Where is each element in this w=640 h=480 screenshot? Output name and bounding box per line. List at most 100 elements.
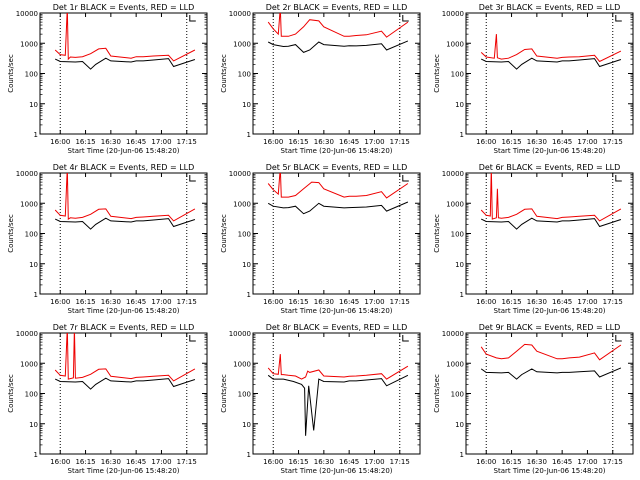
panel-title: Det 7r BLACK = Events, RED = LLD [53, 323, 195, 332]
bracket-glyph [402, 335, 409, 342]
y-tick-label: 100 [25, 391, 38, 399]
detector-panel-5: Det 5r BLACK = Events, RED = LLD 1 10 100 10… [220, 163, 421, 315]
x-tick-label: 16:00 [263, 138, 283, 146]
panel-title: Det 4r BLACK = Events, RED = LLD [53, 163, 195, 172]
y-tick-label: 10000 [442, 170, 464, 178]
y-tick-label: 100 [238, 391, 251, 399]
x-tick-label: 17:15 [603, 138, 623, 146]
x-tick-label: 16:15 [501, 458, 521, 466]
x-tick-label: 17:00 [577, 458, 597, 466]
y-axis-label: Counts/sec [220, 214, 228, 253]
x-tick-label: 16:00 [476, 298, 496, 306]
panel-title: Det 1r BLACK = Events, RED = LLD [53, 3, 195, 12]
y-axis-label: Counts/sec [7, 374, 15, 413]
x-tick-label: 17:15 [603, 298, 623, 306]
lld-series-line [480, 173, 622, 222]
y-tick-label: 100 [238, 71, 251, 79]
x-tick-label: 16:45 [339, 458, 359, 466]
x-axis-label: Start Time (20-Jun-06 15:48:20) [494, 307, 606, 315]
events-series-line [480, 367, 622, 380]
y-tick-label: 10 [455, 261, 464, 269]
x-tick-label: 17:15 [390, 138, 410, 146]
plot-frame [39, 332, 208, 455]
x-tick-label: 16:30 [314, 298, 334, 306]
y-tick-label: 1000 [20, 40, 38, 48]
x-tick-label: 16:15 [288, 298, 308, 306]
x-tick-label: 16:00 [50, 458, 70, 466]
x-axis-label: Start Time (20-Jun-06 15:48:20) [281, 147, 393, 155]
x-tick-label: 16:45 [552, 458, 572, 466]
panel-title: Det 2r BLACK = Events, RED = LLD [266, 3, 408, 12]
x-tick-label: 16:00 [476, 458, 496, 466]
x-tick-label: 16:15 [288, 138, 308, 146]
events-series-line [267, 374, 409, 436]
y-tick-label: 10000 [16, 10, 38, 18]
x-tick-label: 16:15 [75, 298, 95, 306]
bracket-glyph [189, 335, 196, 342]
bracket-glyph [615, 335, 622, 342]
y-tick-label: 10000 [442, 10, 464, 18]
x-tick-label: 16:00 [263, 298, 283, 306]
y-tick-label: 1 [460, 131, 464, 139]
lld-series-line [54, 333, 196, 382]
y-tick-label: 100 [238, 231, 251, 239]
detector-panel-1: Det 1r BLACK = Events, RED = LLD 1 10 100 10… [7, 3, 208, 155]
y-tick-label: 1000 [233, 40, 251, 48]
events-series-line [480, 217, 622, 230]
y-axis-label: Counts/sec [7, 214, 15, 253]
detector-panel-6: Det 6r BLACK = Events, RED = LLD 1 10 100 10… [433, 163, 634, 315]
x-tick-label: 17:00 [577, 298, 597, 306]
detector-panel-9: Det 9r BLACK = Events, RED = LLD 1 10 100 10… [433, 323, 634, 475]
x-tick-label: 16:45 [126, 298, 146, 306]
x-tick-label: 16:30 [527, 138, 547, 146]
events-series-line [54, 57, 196, 70]
x-tick-label: 16:45 [339, 298, 359, 306]
y-tick-label: 10 [29, 421, 38, 429]
y-tick-label: 1000 [446, 200, 464, 208]
x-tick-label: 17:15 [390, 298, 410, 306]
y-tick-label: 1000 [233, 360, 251, 368]
x-tick-label: 16:15 [288, 458, 308, 466]
y-tick-label: 10 [242, 101, 251, 109]
y-tick-label: 10 [242, 261, 251, 269]
x-tick-label: 16:30 [101, 298, 121, 306]
x-tick-label: 17:15 [177, 458, 197, 466]
x-tick-label: 16:00 [50, 298, 70, 306]
x-axis-label: Start Time (20-Jun-06 15:48:20) [68, 147, 180, 155]
y-tick-label: 10000 [442, 330, 464, 338]
x-tick-label: 16:30 [101, 458, 121, 466]
y-axis-label: Counts/sec [220, 374, 228, 413]
x-tick-label: 16:00 [476, 138, 496, 146]
y-tick-label: 10 [455, 101, 464, 109]
panel-title: Det 6r BLACK = Events, RED = LLD [479, 163, 621, 172]
x-tick-label: 17:00 [151, 298, 171, 306]
x-tick-label: 17:15 [603, 458, 623, 466]
x-tick-label: 16:30 [314, 138, 334, 146]
x-tick-label: 16:30 [314, 458, 334, 466]
events-series-line [480, 57, 622, 70]
y-tick-label: 10 [29, 261, 38, 269]
x-axis-label: Start Time (20-Jun-06 15:48:20) [281, 307, 393, 315]
x-tick-label: 16:15 [75, 138, 95, 146]
bracket-glyph [402, 15, 409, 22]
lld-series-line [54, 173, 196, 222]
events-series-line [54, 377, 196, 390]
y-tick-label: 10 [29, 101, 38, 109]
events-series-line [267, 40, 409, 53]
panel-title: Det 3r BLACK = Events, RED = LLD [479, 3, 621, 12]
x-tick-label: 16:45 [552, 138, 572, 146]
y-tick-label: 10 [242, 421, 251, 429]
panel-title: Det 9r BLACK = Events, RED = LLD [479, 323, 621, 332]
y-axis-label: Counts/sec [433, 214, 441, 253]
lld-series-line [267, 354, 409, 380]
y-tick-label: 10 [455, 421, 464, 429]
panel-title: Det 5r BLACK = Events, RED = LLD [266, 163, 408, 172]
y-tick-label: 1000 [20, 200, 38, 208]
x-tick-label: 17:00 [151, 138, 171, 146]
y-tick-label: 10000 [16, 170, 38, 178]
y-tick-label: 1 [34, 451, 38, 459]
x-tick-label: 17:15 [177, 298, 197, 306]
x-tick-label: 16:00 [263, 458, 283, 466]
y-axis-label: Counts/sec [433, 54, 441, 93]
x-axis-label: Start Time (20-Jun-06 15:48:20) [281, 467, 393, 475]
